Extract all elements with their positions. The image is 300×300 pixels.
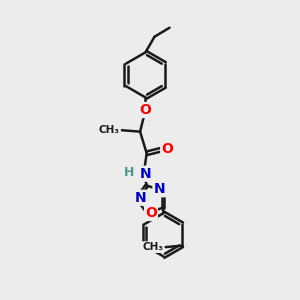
Text: CH₃: CH₃ [99,125,120,135]
Text: O: O [145,206,157,220]
Text: CH₃: CH₃ [142,242,163,252]
Text: H: H [124,166,135,179]
Text: N: N [140,167,151,181]
Text: N: N [154,182,165,196]
Text: N: N [135,191,146,205]
Text: O: O [161,142,173,156]
Text: O: O [140,103,152,117]
